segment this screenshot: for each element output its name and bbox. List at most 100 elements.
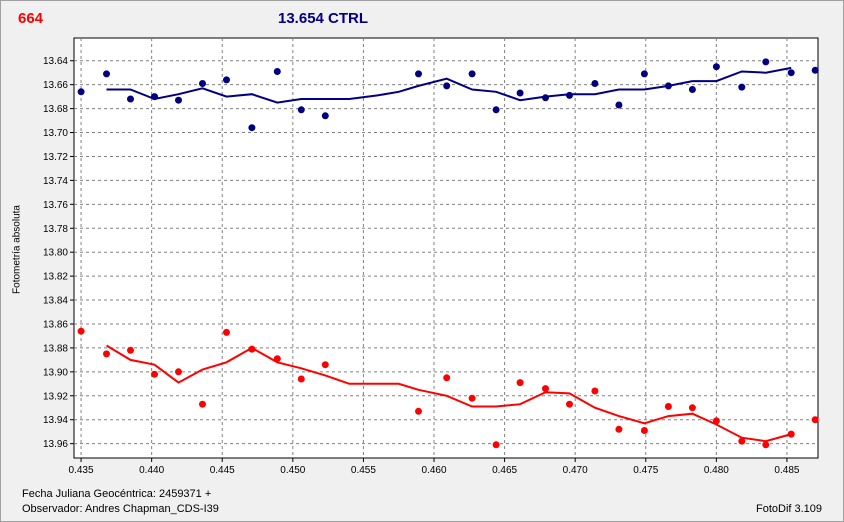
data-point bbox=[103, 350, 110, 358]
data-point bbox=[738, 83, 746, 91]
y-tick-label: 13.96 bbox=[43, 439, 68, 450]
data-point bbox=[273, 355, 281, 363]
x-tick-label: 0.450 bbox=[280, 465, 305, 476]
data-point bbox=[492, 106, 500, 114]
data-point bbox=[468, 70, 476, 78]
y-tick-label: 13.82 bbox=[43, 272, 68, 283]
data-point bbox=[248, 345, 256, 353]
x-tick-label: 0.445 bbox=[210, 465, 235, 476]
y-axis-ticks: 13.64 13.66 13.68 13.70 13.72 13.74 13.76 13.78… bbox=[43, 56, 74, 450]
data-point bbox=[199, 80, 206, 87]
grid-lines bbox=[74, 38, 818, 458]
data-point bbox=[175, 368, 182, 376]
y-tick-label: 13.78 bbox=[43, 224, 68, 235]
data-point bbox=[615, 425, 623, 433]
data-point bbox=[468, 394, 476, 402]
y-tick-label: 13.68 bbox=[43, 104, 68, 115]
y-tick-label: 13.84 bbox=[43, 296, 68, 307]
y-tick-label: 13.74 bbox=[43, 176, 68, 187]
data-point bbox=[738, 437, 746, 445]
x-tick-label: 0.435 bbox=[69, 465, 94, 476]
data-point bbox=[811, 416, 819, 424]
y-tick-label: 13.70 bbox=[43, 128, 68, 139]
y-axis-label: Fotometría absoluta bbox=[11, 205, 23, 294]
data-point bbox=[297, 375, 305, 383]
star-id-label: 664 bbox=[18, 10, 44, 27]
data-point bbox=[712, 63, 720, 71]
trend-line bbox=[105, 344, 792, 443]
data-point bbox=[175, 96, 182, 104]
plot-area bbox=[73, 37, 819, 459]
x-tick-label: 0.470 bbox=[563, 465, 588, 476]
data-point bbox=[566, 91, 573, 99]
data-point bbox=[762, 58, 770, 66]
data-point bbox=[415, 407, 422, 415]
data-point bbox=[664, 82, 672, 90]
trend-line bbox=[106, 66, 792, 104]
data-point bbox=[443, 374, 451, 382]
data-point bbox=[688, 404, 696, 412]
x-tick-label: 0.480 bbox=[704, 465, 729, 476]
x-tick-label: 0.485 bbox=[774, 465, 799, 476]
data-point bbox=[640, 70, 648, 78]
data-point bbox=[762, 441, 770, 449]
data-point bbox=[443, 82, 451, 90]
data-point bbox=[516, 89, 524, 97]
data-point bbox=[127, 95, 134, 103]
x-tick-label: 0.465 bbox=[492, 465, 517, 476]
y-tick-label: 13.92 bbox=[43, 391, 68, 402]
comparison-magnitude-label: 13.654 CTRL bbox=[278, 10, 369, 27]
julian-date-label: Fecha Juliana Geocéntrica: 2459371 + bbox=[22, 488, 212, 500]
data-point bbox=[103, 70, 110, 78]
data-point bbox=[615, 101, 623, 109]
data-point bbox=[516, 379, 524, 387]
series-1 bbox=[77, 327, 819, 449]
software-version-label: FotoDif 3.109 bbox=[756, 503, 823, 515]
x-tick-label: 0.475 bbox=[633, 465, 658, 476]
data-point bbox=[199, 400, 206, 408]
series-0 bbox=[77, 58, 819, 132]
y-tick-label: 13.86 bbox=[43, 319, 68, 330]
data-point bbox=[415, 70, 422, 78]
data-point bbox=[321, 112, 329, 120]
y-tick-label: 13.80 bbox=[43, 248, 68, 259]
data-point bbox=[297, 106, 305, 114]
data-point bbox=[321, 361, 329, 369]
data-point bbox=[566, 400, 573, 408]
y-tick-label: 13.72 bbox=[43, 152, 68, 163]
data-point bbox=[712, 417, 720, 425]
data-point bbox=[223, 328, 230, 336]
data-point bbox=[591, 80, 599, 87]
y-tick-label: 13.76 bbox=[43, 200, 68, 211]
y-tick-label: 13.94 bbox=[43, 415, 68, 426]
y-tick-label: 13.64 bbox=[43, 56, 68, 67]
data-point bbox=[542, 94, 549, 102]
x-tick-label: 0.440 bbox=[139, 465, 164, 476]
data-point bbox=[811, 66, 819, 74]
data-point bbox=[273, 68, 281, 75]
observer-label: Observador: Andres Chapman_CDS-I39 bbox=[22, 503, 219, 515]
data-point bbox=[640, 427, 648, 434]
data-series bbox=[77, 58, 819, 449]
y-tick-label: 13.88 bbox=[43, 343, 68, 354]
data-point bbox=[151, 370, 158, 378]
data-point bbox=[151, 93, 158, 101]
data-point bbox=[77, 88, 85, 96]
y-tick-label: 13.66 bbox=[43, 80, 68, 91]
data-point bbox=[591, 387, 599, 395]
data-point bbox=[492, 441, 500, 449]
data-point bbox=[248, 124, 256, 132]
x-axis-ticks: 0.435 0.440 0.445 0.450 0.455 0.460 0.465 0.470… bbox=[69, 458, 800, 476]
x-tick-label: 0.455 bbox=[351, 465, 376, 476]
data-point bbox=[664, 403, 672, 410]
data-point bbox=[688, 86, 696, 93]
data-point bbox=[223, 76, 230, 84]
y-tick-label: 13.90 bbox=[43, 367, 68, 378]
data-point bbox=[542, 385, 549, 393]
data-point bbox=[787, 430, 795, 438]
data-point bbox=[77, 327, 85, 335]
data-point bbox=[787, 69, 795, 77]
x-tick-label: 0.460 bbox=[421, 465, 446, 476]
data-point bbox=[127, 346, 134, 354]
